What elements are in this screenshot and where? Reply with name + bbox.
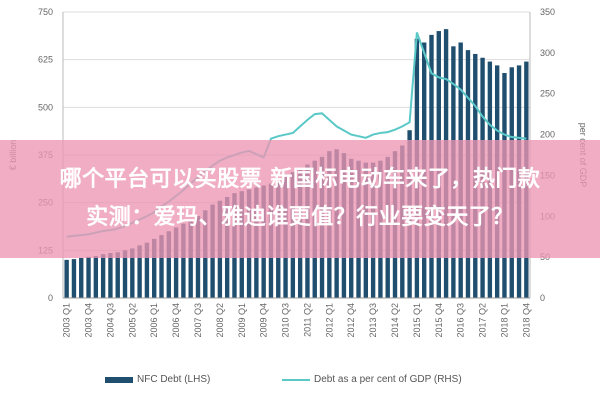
x-tick: 2009 Q1: [237, 303, 247, 338]
legend-item-debt-gdp: Debt as a per cent of GDP (RHS): [282, 374, 462, 385]
x-tick: 2010 Q3: [281, 303, 291, 338]
y-tick-right: 350: [540, 7, 555, 17]
x-tick: 2008 Q2: [215, 303, 225, 338]
x-tick: 2012 Q4: [346, 303, 356, 338]
legend-swatch-line: [282, 378, 310, 381]
x-tick: 2015 Q4: [434, 303, 444, 338]
x-tick: 2009 Q4: [259, 303, 269, 338]
legend-item-nfc-debt: NFC Debt (LHS): [105, 374, 210, 385]
x-tick: 2003 Q4: [84, 303, 94, 338]
bar: [166, 231, 171, 298]
bar: [188, 219, 193, 298]
bar: [130, 248, 135, 298]
headline-line-2: 实测：爱玛、雅迪谁更值？行业要变天了？: [86, 205, 514, 230]
y-tick-left: 750: [38, 7, 53, 17]
headline-line-1: 哪个平台可以买股票 新国标电动车来了，热门款: [59, 167, 541, 192]
bar: [159, 235, 164, 298]
bar: [93, 256, 99, 298]
bar: [100, 254, 106, 298]
y-tick-right: 200: [540, 130, 555, 140]
bar: [115, 252, 120, 298]
bar: [152, 238, 157, 298]
x-tick: 2018 Q4: [521, 303, 531, 338]
bar: [71, 259, 77, 298]
y-tick-left: 625: [38, 55, 53, 65]
y-tick-right: 300: [540, 48, 555, 58]
bar: [137, 245, 142, 298]
x-tick: 2013 Q3: [368, 303, 378, 338]
x-tick: 2016 Q3: [456, 303, 466, 338]
bar: [181, 223, 186, 298]
x-tick: 2006 Q1: [149, 303, 159, 338]
x-tick: 2004 Q3: [105, 303, 115, 338]
bar: [122, 250, 128, 298]
bar: [64, 259, 69, 298]
x-tick: 2015 Q1: [412, 303, 422, 338]
x-tick: 2007 Q3: [193, 303, 203, 338]
bar: [144, 242, 150, 298]
legend-label: Debt as a per cent of GDP (RHS): [314, 374, 462, 385]
x-tick: 2003 Q1: [62, 303, 72, 338]
x-tick: 2014 Q2: [390, 303, 400, 338]
headline-banner[interactable]: 哪个平台可以买股票 新国标电动车来了，热门款 实测：爱玛、雅迪谁更值？行业要变天…: [0, 140, 600, 258]
bar: [108, 253, 113, 298]
y-tick-right: 250: [540, 89, 555, 99]
y-tick-left: 500: [38, 102, 53, 112]
bar: [86, 256, 91, 298]
x-tick: 2017 Q2: [478, 303, 488, 338]
x-tick: 2018 Q1: [499, 303, 509, 338]
bar: [173, 227, 179, 298]
x-tick: 2006 Q4: [171, 303, 181, 338]
legend-swatch-bar: [105, 376, 133, 383]
legend-label: NFC Debt (LHS): [137, 374, 211, 385]
x-tick: 2012 Q1: [324, 303, 334, 338]
x-tick: 2011 Q2: [302, 303, 312, 337]
y-tick-right: 0: [540, 293, 545, 303]
x-tick: 2005 Q2: [127, 303, 137, 338]
y-tick-left: 0: [48, 293, 53, 303]
bar: [79, 257, 84, 298]
